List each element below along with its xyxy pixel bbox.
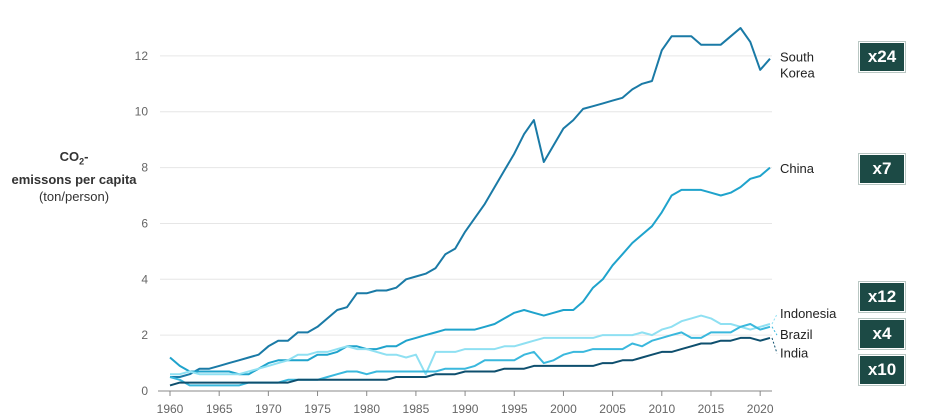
label-leader-brazil [771,326,778,336]
badge-china: x7 [858,152,906,185]
label-leader-india [771,337,778,354]
x-tick-label: 1990 [452,402,479,416]
badge-brazil: x4 [858,317,906,350]
series-line-india [169,336,771,387]
series-label-brazil: Brazil [780,327,813,342]
x-tick-label: 1985 [403,402,430,416]
label-leader-indonesia [771,313,778,325]
y-tick-label: 12 [135,49,149,63]
x-tick-label: 2015 [698,402,725,416]
y-tick-label: 8 [141,161,148,175]
series-label-india: India [780,345,809,360]
gridlines [160,55,772,336]
x-tick-label: 1960 [157,402,184,416]
y-tick-label: 0 [141,384,148,398]
badge-south-korea: x24 [858,41,906,74]
x-tick-label: 1965 [206,402,233,416]
x-tick-label: 2020 [747,402,774,416]
x-tick-label: 2010 [648,402,675,416]
series-line-china [169,166,771,376]
y-axis-label: CO2- emissons per capita (ton/person) [11,149,137,204]
x-tick-label: 1995 [501,402,528,416]
y-tick-label: 2 [141,328,148,342]
y-tick-label: 4 [141,272,148,286]
y-tick-label: 10 [135,105,149,119]
axes: 0 2 4 6 8 10 12 1960 1965 1970 1975 1980 1985 1990 199… [135,49,774,416]
series-label-china: China [780,161,815,176]
series-line-south-korea [170,27,771,378]
y-tick-label: 6 [141,216,148,230]
x-tick-label: 1980 [353,402,380,416]
series-lines [169,27,771,387]
series-label-south-korea: South [780,50,814,65]
series-label-indonesia: Indonesia [780,306,837,321]
x-tick-label: 1975 [304,402,331,416]
x-tick-label: 1970 [255,402,282,416]
badge-india: x10 [858,354,906,387]
series-line-indonesia [170,314,771,376]
x-tick-label: 2000 [550,402,577,416]
series-label-south-korea: Korea [780,66,815,81]
x-tick-label: 2005 [599,402,626,416]
badge-indonesia: x12 [858,281,906,314]
